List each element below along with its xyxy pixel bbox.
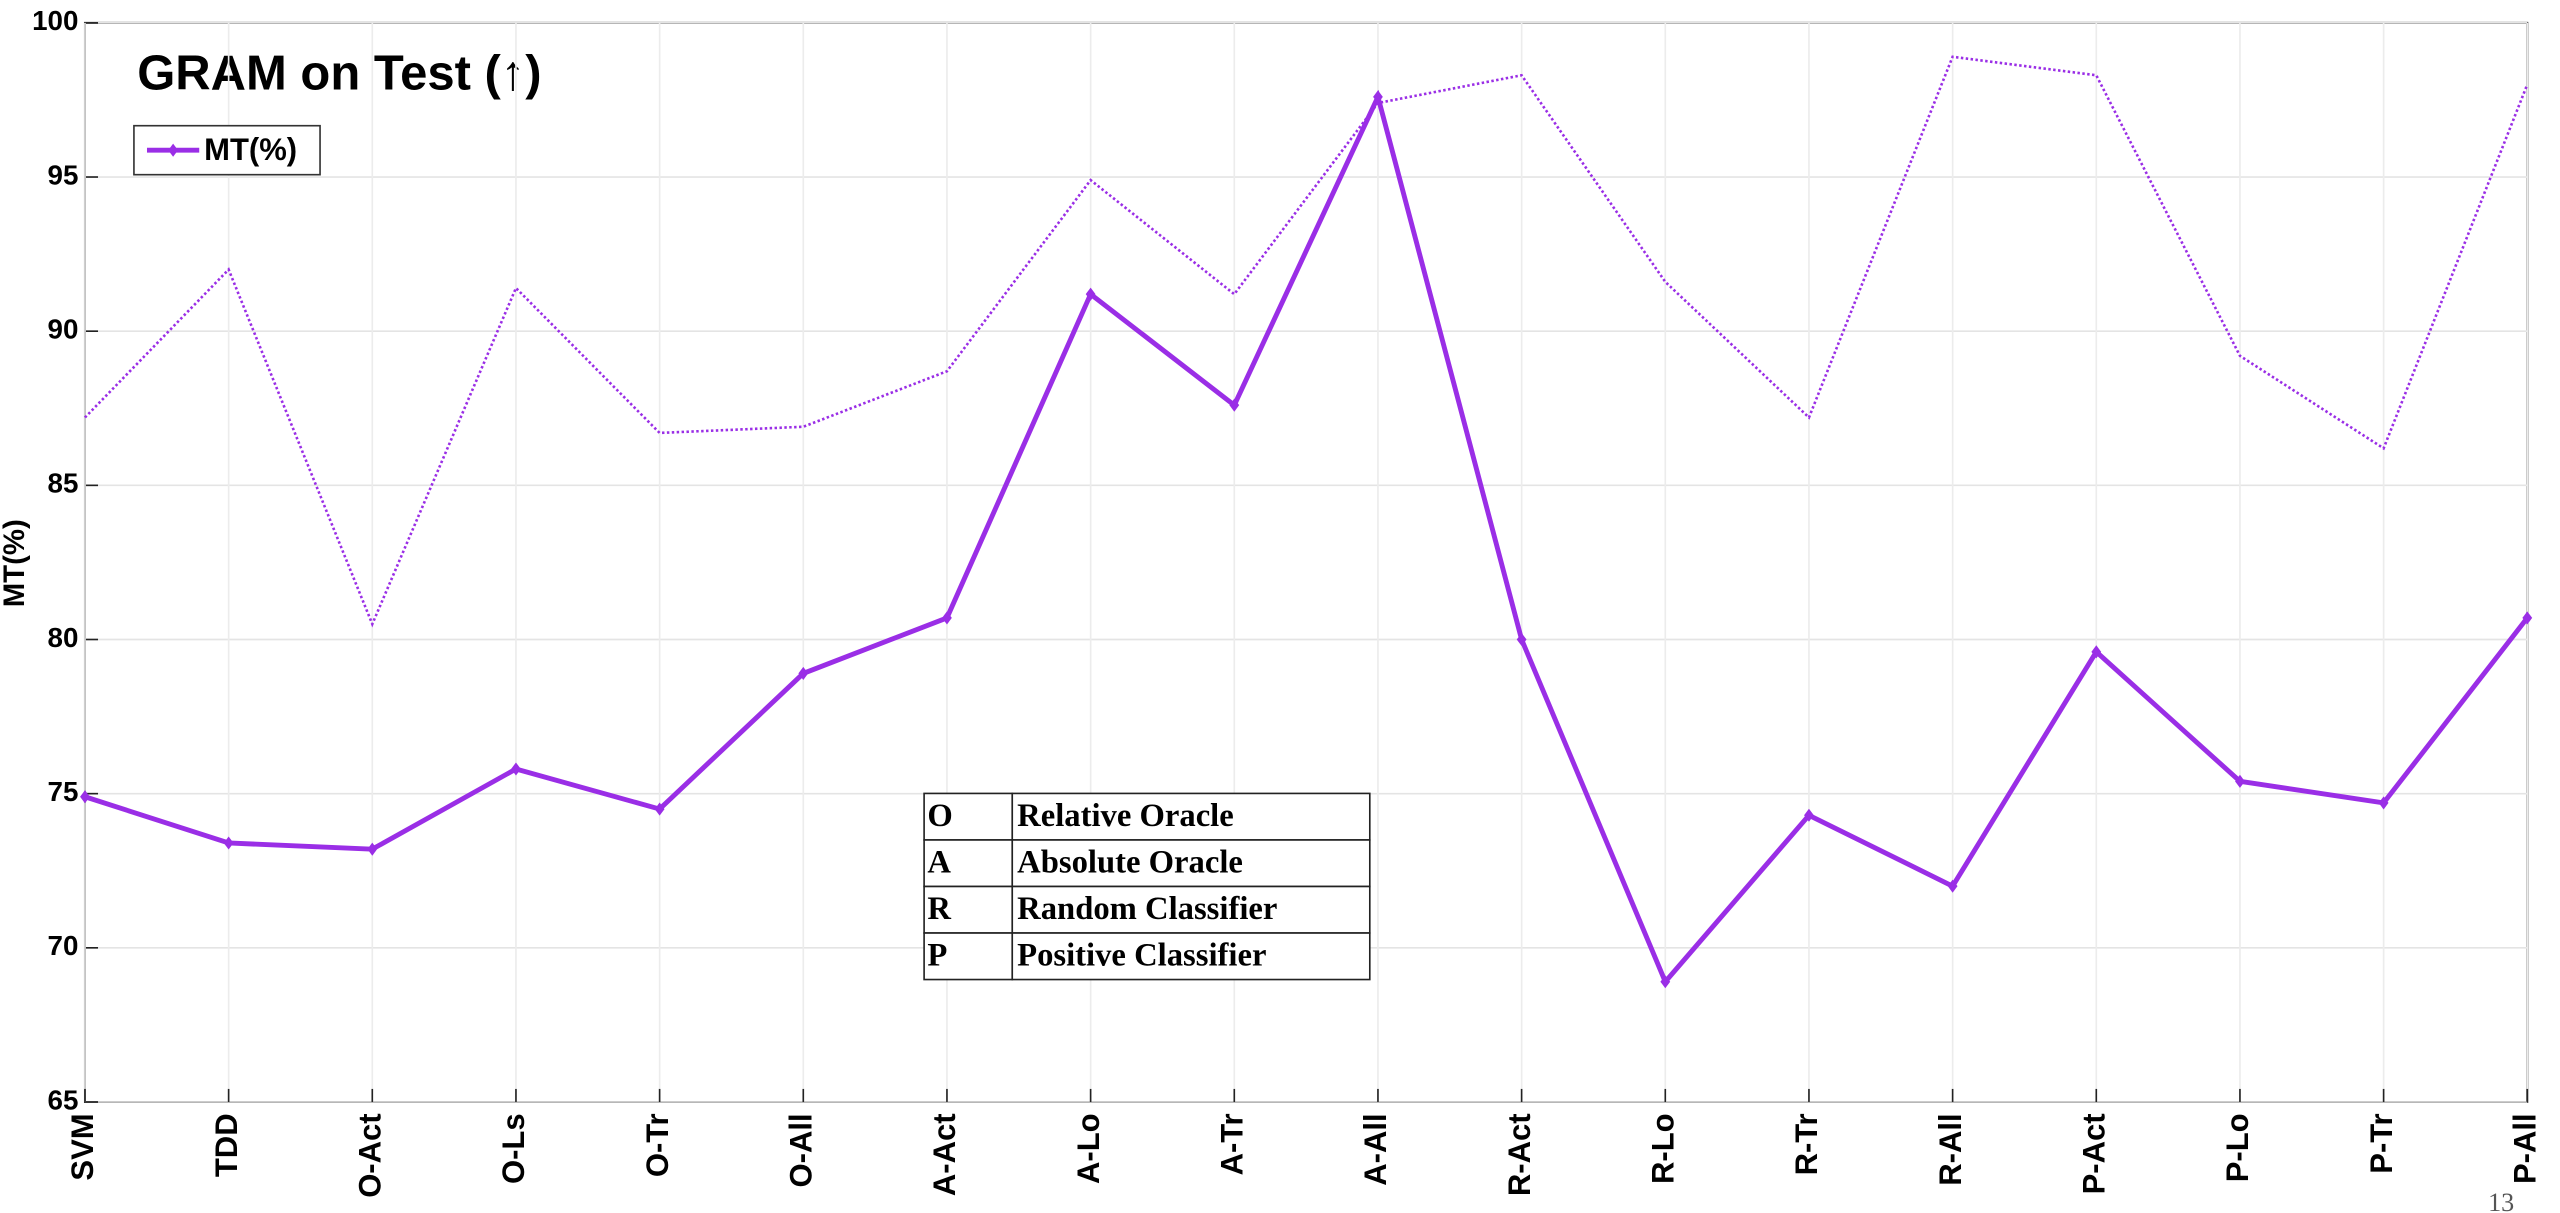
y-tick-label: 95	[48, 159, 79, 190]
y-tick-label: 100	[32, 5, 78, 36]
point-marker	[2235, 774, 2245, 788]
table-label: Positive Classifier	[1017, 937, 1266, 973]
x-tick-label: R-Tr	[1789, 1113, 1824, 1175]
x-tick-label: TDD	[209, 1113, 244, 1177]
table-label: Random Classifier	[1017, 891, 1277, 927]
dotted-line	[84, 55, 2529, 628]
legend-label: MT(%)	[204, 132, 297, 167]
point-marker	[2378, 796, 2389, 810]
table-key: R	[927, 891, 951, 927]
x-tick-label: O-Tr	[640, 1113, 675, 1177]
table-key: P	[927, 937, 947, 973]
x-tick-label: A-All	[1358, 1113, 1393, 1185]
table-cell	[923, 932, 1014, 981]
table-cell	[1011, 932, 1371, 981]
table-cell	[923, 792, 1014, 841]
x-tick-label: R-Lo	[1645, 1113, 1680, 1184]
point-marker	[80, 790, 90, 804]
point-marker	[1947, 879, 1958, 893]
x-tick-label: P-Tr	[2364, 1113, 2399, 1173]
point-marker	[798, 666, 809, 680]
table-key: A	[927, 844, 951, 880]
x-tick-label: A-Tr	[1214, 1113, 1249, 1175]
point-marker	[223, 836, 234, 850]
table-cell	[1011, 885, 1371, 934]
x-tick-label: O-Act	[352, 1113, 387, 1197]
point-marker	[1373, 90, 1383, 104]
series-line	[84, 89, 2530, 987]
x-tick-label: O-All	[783, 1113, 818, 1187]
table-cell	[923, 839, 1014, 888]
page-number: 13	[2488, 1188, 2514, 1213]
x-tick-label: O-Ls	[496, 1113, 531, 1184]
x-tick-label: P-All	[2507, 1113, 2542, 1184]
x-tick-label: A-Lo	[1071, 1113, 1106, 1184]
x-tick-label: A-Act	[927, 1113, 962, 1196]
y-axis-label: MT(%)	[0, 519, 31, 607]
x-tick-label: R-Act	[1502, 1113, 1537, 1196]
table-cell	[1011, 792, 1371, 841]
chart-title: GRAM on Test (↑)	[137, 47, 541, 101]
y-tick-label: 80	[48, 622, 79, 653]
x-tick-label: P-Act	[2076, 1113, 2111, 1194]
y-tick-label: 70	[48, 930, 79, 961]
y-tick-label: 90	[48, 314, 79, 345]
y-tick-label: 85	[48, 468, 79, 499]
y-tick-label: 75	[48, 776, 79, 807]
x-tick-label: SVM	[65, 1113, 100, 1180]
x-tick-label: P-Lo	[2220, 1113, 2255, 1182]
table-label: Relative Oracle	[1017, 798, 1234, 834]
x-tick-label: R-All	[1933, 1113, 1968, 1185]
point-marker	[1516, 632, 1527, 647]
point-marker	[367, 842, 378, 856]
table-key: O	[927, 798, 952, 834]
y-tick-label: 65	[48, 1084, 79, 1115]
table-label: Absolute Oracle	[1017, 844, 1243, 880]
